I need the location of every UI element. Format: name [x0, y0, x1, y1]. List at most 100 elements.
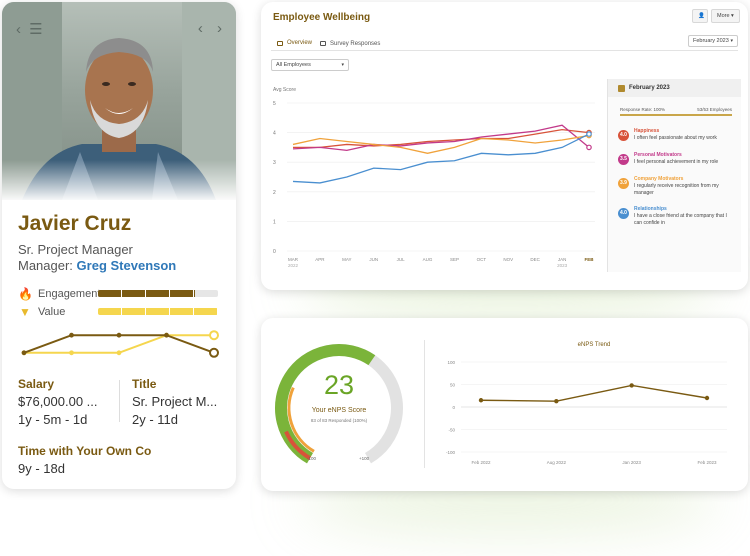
engagement-label: Engagement [38, 288, 101, 300]
engagement-spark-point [69, 332, 74, 338]
y-tick-label: 5 [273, 101, 276, 107]
enps-divider [424, 340, 425, 468]
y-tick-label: 0 [273, 249, 276, 255]
x-tick-label: MAR [288, 257, 299, 262]
x-tick-label: JUN [369, 257, 378, 262]
category-statement: I feel personal achievement in my role [634, 159, 719, 165]
gauge-low-band [284, 430, 312, 460]
gauge-max-label: +100 [359, 456, 370, 461]
value-metric: ▼ Value [18, 305, 65, 319]
engagement-bar-fill [98, 290, 196, 297]
x-tick-label: JUL [397, 257, 405, 262]
chevron-down-icon: ▾ [730, 38, 733, 44]
employee-count: 53/53 Employees [697, 107, 732, 112]
employee-name: Javier Cruz [18, 212, 132, 235]
y-tick-label: 100 [447, 360, 455, 365]
tab-survey-responses[interactable]: Survey Responses [316, 38, 384, 51]
period-value: February 2023 [693, 38, 729, 44]
response-rate-bar [620, 114, 732, 116]
category-name: Personal Motivators [634, 152, 682, 158]
gauge-fill [275, 344, 376, 464]
trend-point [554, 398, 559, 404]
x-tick-label: OCT [477, 257, 487, 262]
add-person-button[interactable]: 👤 [692, 9, 708, 23]
manager-label: Manager: [18, 258, 73, 273]
x-tick-label: Feb 2023 [697, 460, 717, 465]
flame-icon: 🔥 [18, 287, 33, 301]
enps-panel: 23 Your eNPS Score 83 of 83 Responded (1… [261, 318, 748, 491]
x-tick-label: DEC [530, 257, 540, 262]
summary-period: February 2023 [629, 85, 670, 91]
enps-responses: 83 of 83 Responded (100%) [310, 418, 368, 423]
x-tick-label: Feb 2022 [471, 460, 491, 465]
series-line-0 [293, 128, 590, 149]
manager-link[interactable]: Greg Stevenson [76, 258, 177, 273]
x-tick-label: JAN [558, 257, 567, 262]
salary-value: $76,000.00 ... [18, 394, 98, 409]
diamond-icon: ▼ [19, 305, 31, 319]
employee-filter-select[interactable]: All Employees ▾ [271, 59, 349, 71]
trend-line [480, 384, 708, 402]
trend-title: eNPS Trend [578, 342, 611, 348]
score-badge: 4.0 [618, 208, 629, 219]
next-employee-chevron-icon[interactable]: › [217, 20, 222, 37]
enps-trend-chart: eNPS Trend 100 50 0 -50 -100 Feb 2022 Aug 2022 J… [446, 342, 727, 465]
y-tick-label: -100 [446, 450, 456, 455]
company-heading: Time with Your Own Co [18, 444, 152, 458]
company-tenure: 9y - 18d [18, 461, 65, 476]
series-endpoint-1 [586, 144, 592, 151]
x-tick-label: MAY [342, 257, 351, 262]
y-tick-label: 50 [450, 383, 456, 388]
engagement-spark-line [23, 334, 215, 354]
employee-photo: ‹ ☰ ‹ › [2, 2, 236, 200]
trend-point [629, 383, 634, 388]
x-tick-label: APR [315, 257, 325, 262]
x-tick-year: 2022 [288, 263, 299, 268]
category-name: Company Motivators [634, 176, 684, 182]
x-tick-label: SEP [450, 257, 459, 262]
engagement-metric: 🔥 Engagement [18, 287, 100, 301]
value-spark-line [24, 334, 214, 354]
score-badge: 3.5 [618, 154, 629, 165]
y-tick-label: -50 [448, 428, 455, 433]
score-badge: 4.0 [618, 130, 629, 141]
value-spark-point [116, 350, 122, 356]
period-summary: February 2023 Response Rate: 100% 53/53 … [607, 79, 741, 272]
series-line-2 [292, 134, 590, 154]
series-line-3 [292, 133, 590, 184]
engagement-spark-point [21, 350, 27, 356]
profile-card: ‹ ☰ ‹ › Javier Cruz Sr. Project Manager … [2, 2, 236, 489]
title-tenure: 2y - 11d [132, 412, 179, 427]
engagement-spark-point [164, 332, 169, 338]
trend-point [704, 395, 710, 401]
salary-heading: Salary [18, 377, 55, 391]
x-tick-label: Aug 2022 [547, 460, 567, 465]
salary-tenure: 1y - 5m - 1d [18, 412, 88, 427]
y-tick-label: 0 [452, 405, 455, 410]
title-value: Sr. Project M... [132, 394, 218, 409]
enps-score: 23 [323, 370, 355, 400]
menu-icon[interactable]: ☰ [29, 21, 43, 38]
x-tick-label: FEB [585, 257, 595, 262]
stat-divider [119, 380, 120, 422]
engagement-bar [98, 290, 218, 297]
value-label: Value [38, 306, 66, 318]
trend-sparkline [21, 330, 219, 358]
x-tick-label: Jan 2023 [622, 460, 641, 465]
response-rate-label: Response Rate: 100% [620, 107, 666, 112]
period-select[interactable]: February 2023 ▾ [688, 35, 738, 47]
x-tick-label: NOV [503, 257, 513, 262]
employee-wellbeing-panel: Employee Wellbeing 👤 More ▾ Overview Sur… [261, 2, 748, 290]
back-chevron-icon[interactable]: ‹ [16, 21, 21, 38]
more-button[interactable]: More ▾ [711, 9, 740, 23]
value-bar [98, 308, 218, 315]
person-plus-icon: 👤 [698, 13, 705, 19]
category-name: Relationships [634, 206, 667, 212]
value-bar-fill [98, 308, 218, 315]
series-line-1 [292, 124, 590, 152]
x-tick-label: AUG [423, 257, 433, 262]
previous-employee-chevron-icon[interactable]: ‹ [197, 20, 203, 37]
enps-label: Your eNPS Score [311, 407, 367, 414]
y-tick-label: 1 [273, 219, 276, 225]
